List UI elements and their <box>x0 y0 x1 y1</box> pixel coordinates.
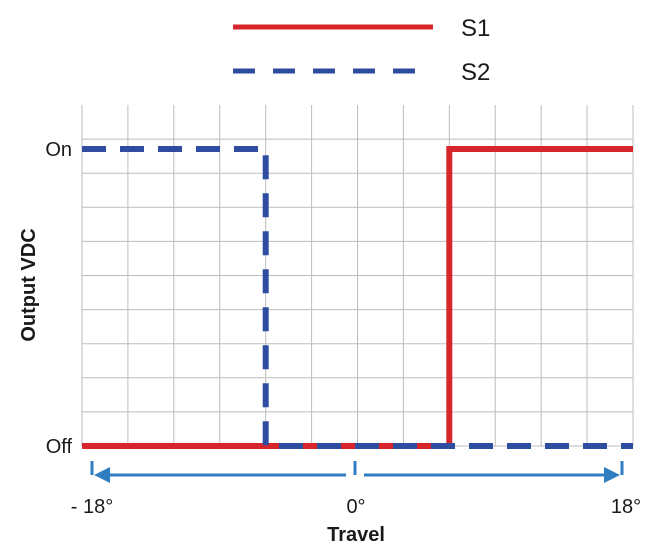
travel-arrowhead-right <box>604 467 620 483</box>
x-tick-label-0: 0° <box>346 496 365 518</box>
chart-series <box>82 146 633 449</box>
series-line-s1 <box>82 146 633 449</box>
legend-label-s1: S1 <box>461 15 490 42</box>
x-tick-label-minus-18: - 18° <box>71 496 113 518</box>
chart-legend: S1 S2 <box>233 15 490 86</box>
travel-arrow <box>90 461 624 483</box>
y-tick-label-off: Off <box>46 436 73 458</box>
x-axis-title: Travel <box>327 524 385 546</box>
x-axis-ticks: - 18° 0° 18° <box>71 496 641 518</box>
series-line-s2 <box>82 146 633 449</box>
x-tick-label-18: 18° <box>611 496 641 518</box>
travel-arrowhead-left <box>94 467 110 483</box>
y-axis-title: Output VDC <box>18 228 40 341</box>
y-axis-ticks: On Off <box>45 139 72 458</box>
legend-label-s2: S2 <box>461 59 490 86</box>
y-tick-label-on: On <box>45 139 72 161</box>
chart-grid <box>81 105 634 447</box>
